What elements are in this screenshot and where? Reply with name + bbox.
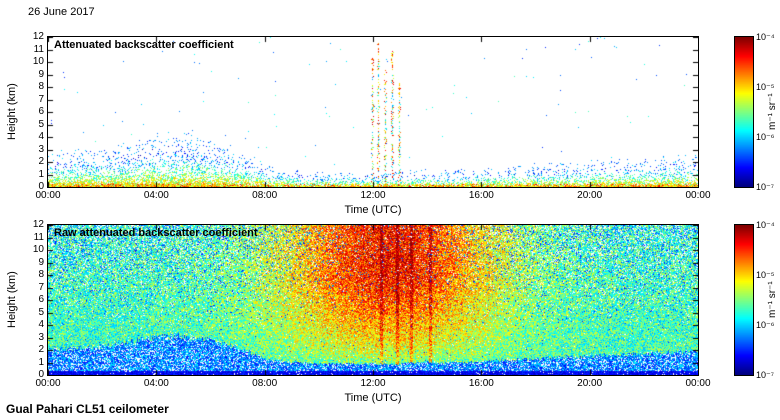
heatmap-canvas-attenuated xyxy=(47,36,699,188)
x-tick-label: 08:00 xyxy=(252,190,278,201)
y-axis-label: Height (km) xyxy=(6,83,18,141)
y-tick-label: 5 xyxy=(38,118,44,130)
y-tick-label: 8 xyxy=(38,269,44,280)
x-tick-label: 00:00 xyxy=(35,190,61,201)
y-tick-label: 2 xyxy=(38,344,44,355)
y-tick-label: 9 xyxy=(38,68,44,80)
y-tick-label: 3 xyxy=(38,143,44,155)
y-tick-label: 10 xyxy=(32,56,44,67)
y-tick-label: 7 xyxy=(38,281,44,293)
y-tick-label: 12 xyxy=(32,31,44,42)
y-tick-label: 0 xyxy=(38,181,44,192)
y-tick-label: 10 xyxy=(32,244,44,255)
x-axis-label: Time (UTC) xyxy=(344,392,402,404)
x-tick-label: 20:00 xyxy=(577,378,603,389)
y-tick-label: 11 xyxy=(33,43,44,55)
x-tick-label: 04:00 xyxy=(143,378,169,389)
x-tick-label: 12:00 xyxy=(360,190,386,201)
y-axis-label: Height (km) xyxy=(6,271,18,329)
colorbar-canvas xyxy=(734,224,754,376)
x-axis-label: Time (UTC) xyxy=(344,204,402,216)
x-tick-label: 00:00 xyxy=(685,378,711,389)
x-tick-label: 08:00 xyxy=(252,378,278,389)
heatmap-canvas-raw xyxy=(47,224,699,376)
y-tick-label: 11 xyxy=(33,231,44,243)
panel-raw-backscatter: Height (km) 0 1 2 3 4 5 6 7 8 9 10 11 12 Raw attenua… xyxy=(0,219,780,416)
x-tick-label: 00:00 xyxy=(35,378,61,389)
colorbar-unit-label: m⁻¹ sr⁻¹ xyxy=(767,281,778,319)
panel-attenuated-backscatter: Height (km) 0 1 2 3 4 5 6 7 8 9 10 11 12 Attenuated … xyxy=(0,31,780,228)
x-tick-label: 16:00 xyxy=(468,190,494,201)
y-tick-label: 4 xyxy=(38,319,44,330)
y-tick-label: 3 xyxy=(38,331,44,343)
x-tick-label: 00:00 xyxy=(685,190,711,201)
y-tick-label: 0 xyxy=(38,369,44,380)
y-tick-label: 6 xyxy=(38,294,44,305)
y-tick-label: 1 xyxy=(38,356,44,368)
colorbar-unit-label: m⁻¹ sr⁻¹ xyxy=(767,93,778,131)
y-tick-label: 1 xyxy=(38,168,44,180)
date-label: 26 June 2017 xyxy=(28,6,95,18)
y-tick-label: 6 xyxy=(38,106,44,117)
x-tick-label: 20:00 xyxy=(577,190,603,201)
x-tick-label: 04:00 xyxy=(143,190,169,201)
x-tick-label: 16:00 xyxy=(468,378,494,389)
y-tick-label: 7 xyxy=(38,93,44,105)
colorbar-canvas xyxy=(734,36,754,188)
y-tick-label: 8 xyxy=(38,81,44,92)
y-tick-label: 9 xyxy=(38,256,44,268)
y-tick-label: 4 xyxy=(38,131,44,142)
y-tick-label: 2 xyxy=(38,156,44,167)
x-tick-label: 12:00 xyxy=(360,378,386,389)
instrument-label: Gual Pahari CL51 ceilometer xyxy=(6,402,169,416)
y-tick-label: 5 xyxy=(38,306,44,318)
